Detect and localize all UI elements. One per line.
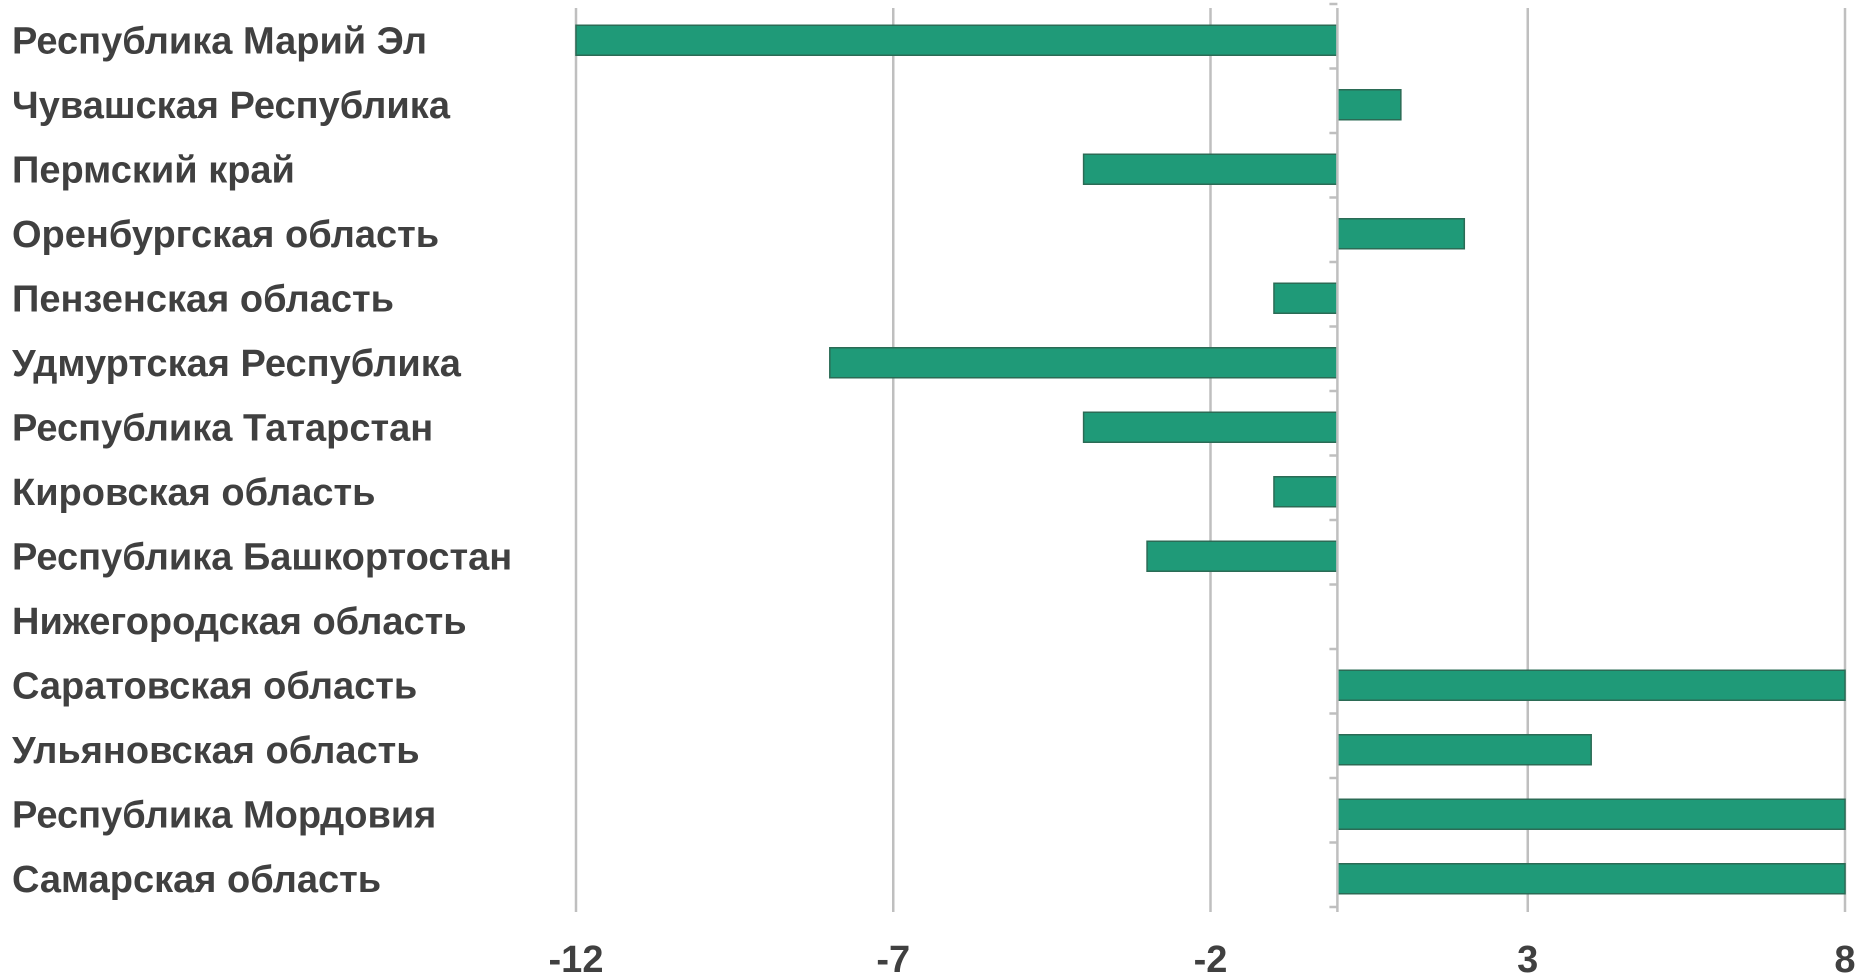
x-tick-label: -12: [549, 939, 604, 976]
bar: [829, 347, 1339, 379]
bar: [1336, 734, 1592, 766]
category-label: Республика Татарстан: [12, 407, 433, 449]
bar: [1273, 282, 1339, 314]
grid-layer: [574, 8, 1847, 912]
category-label: Ульяновская область: [12, 730, 420, 772]
category-label: Кировская область: [12, 472, 376, 514]
x-tick-label: 3: [1517, 939, 1538, 976]
category-label: Пермский край: [12, 149, 295, 191]
category-label: Саратовская область: [12, 665, 417, 707]
bar: [1336, 89, 1402, 121]
bar: [1336, 863, 1846, 895]
bar: [1082, 411, 1339, 443]
bar: [1336, 798, 1846, 830]
bar: [1336, 669, 1846, 701]
category-label: Пензенская область: [12, 278, 394, 320]
bar: [1082, 153, 1339, 185]
bar: [575, 24, 1339, 56]
category-label: Нижегородская область: [12, 601, 467, 643]
category-label: Республика Башкортостан: [12, 536, 512, 578]
category-label: Республика Марий Эл: [12, 20, 427, 62]
axis-layer: [1329, 2, 1339, 912]
x-tick-labels: -12 -7 -2 3 8: [549, 939, 1856, 976]
bar: [1336, 218, 1466, 250]
x-tick-label: -2: [1194, 939, 1228, 976]
category-label: Оренбургская область: [12, 214, 439, 256]
x-tick-label: 8: [1834, 939, 1855, 976]
category-label: Республика Мордовия: [12, 794, 436, 836]
category-label: Чувашская Республика: [12, 85, 451, 127]
bar: [1146, 540, 1339, 572]
category-label: Удмуртская Республика: [12, 343, 462, 385]
category-labels: Республика Марий Эл Чувашская Республика П…: [12, 20, 512, 901]
category-label: Самарская область: [12, 859, 381, 901]
x-tick-label: -7: [876, 939, 910, 976]
bar: [1273, 476, 1339, 508]
